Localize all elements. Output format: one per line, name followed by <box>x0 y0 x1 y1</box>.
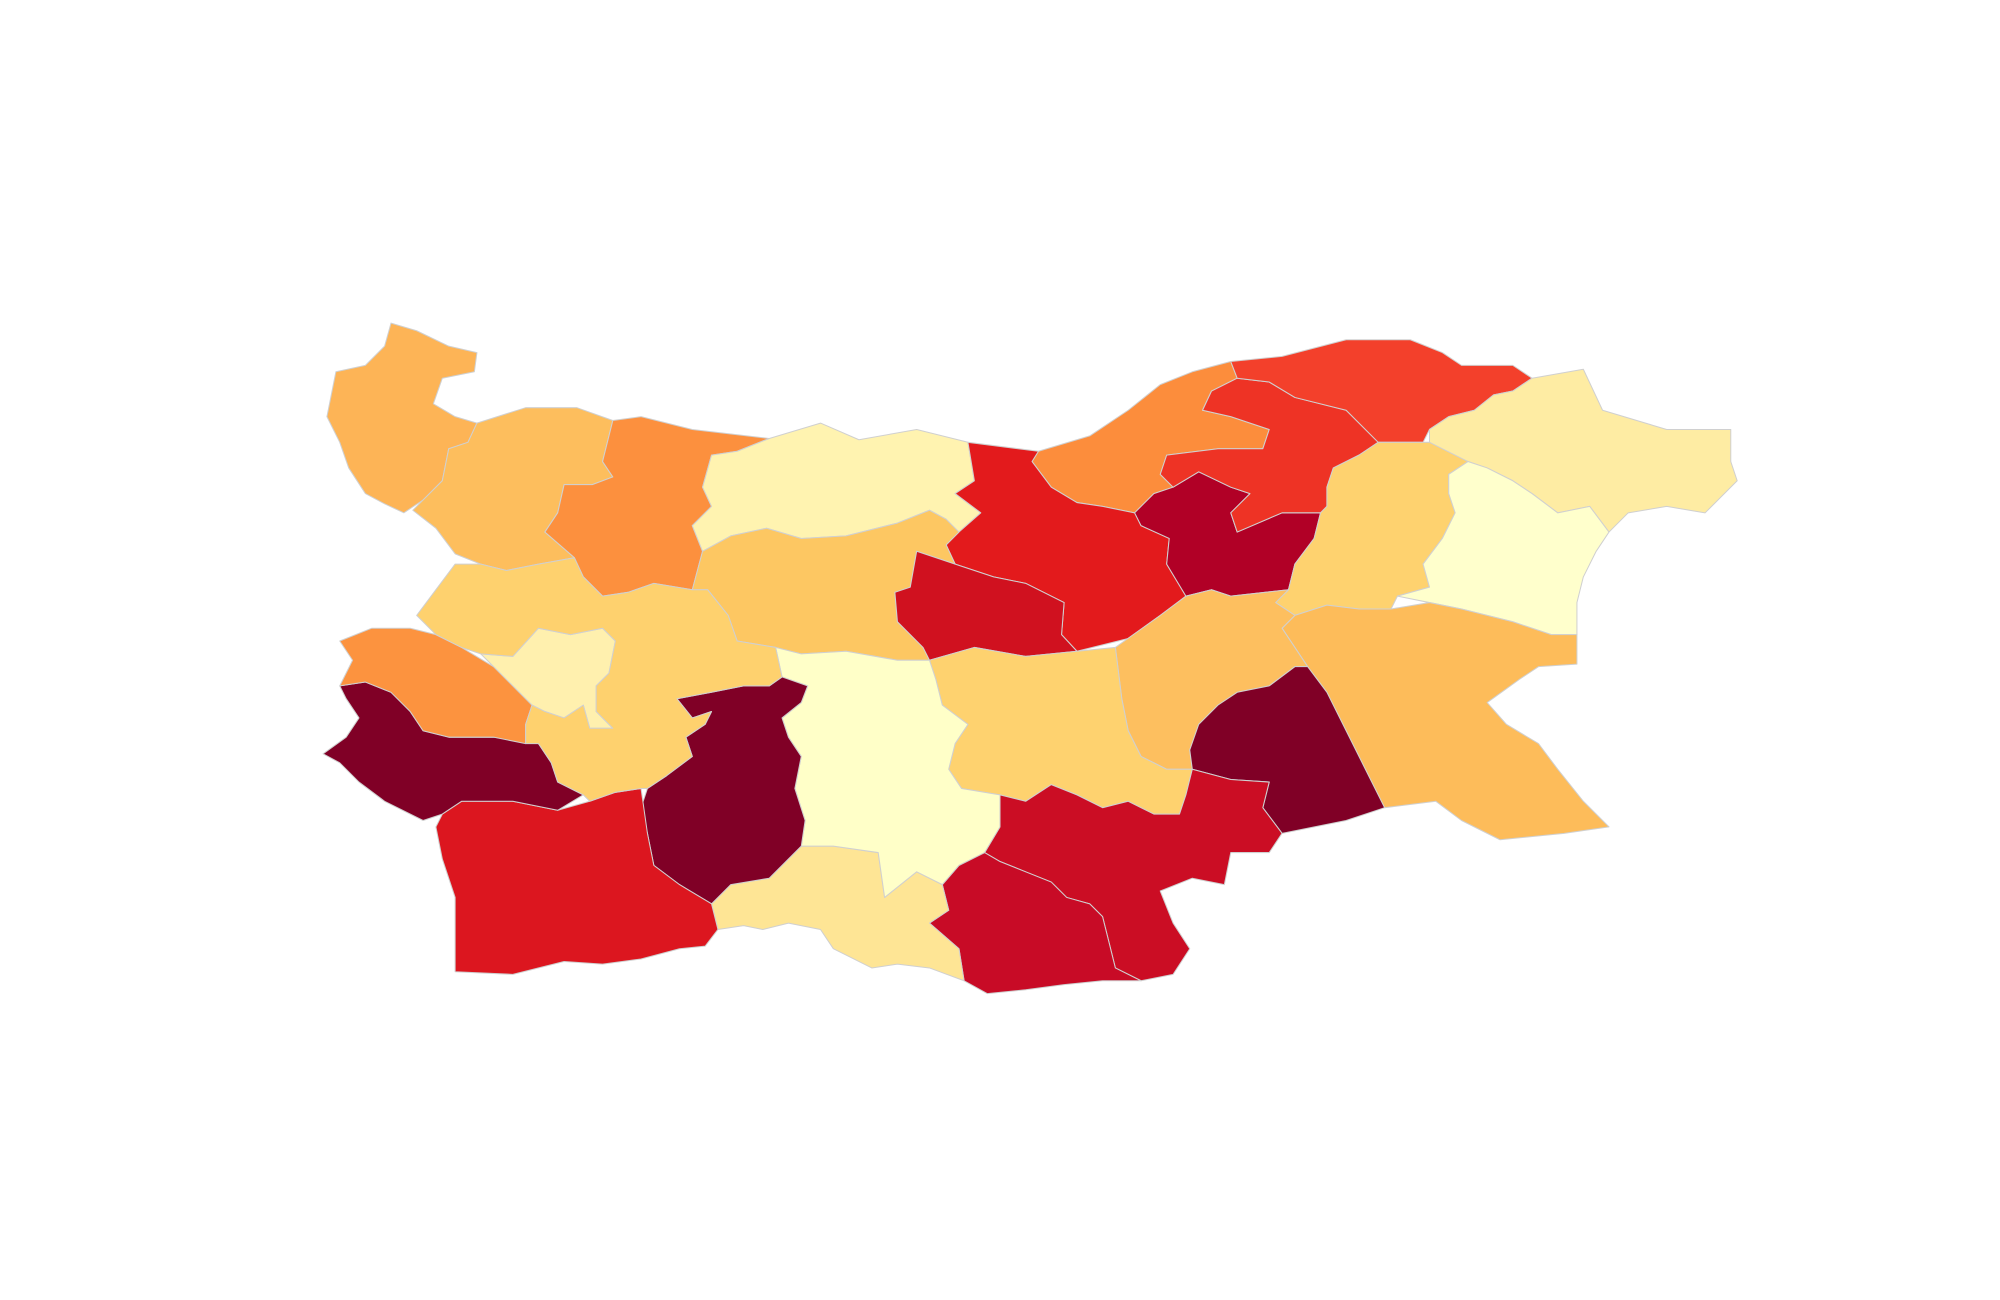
map-region-r28 <box>416 557 783 802</box>
map-region-r24 <box>435 787 719 975</box>
map-regions <box>322 322 1738 995</box>
